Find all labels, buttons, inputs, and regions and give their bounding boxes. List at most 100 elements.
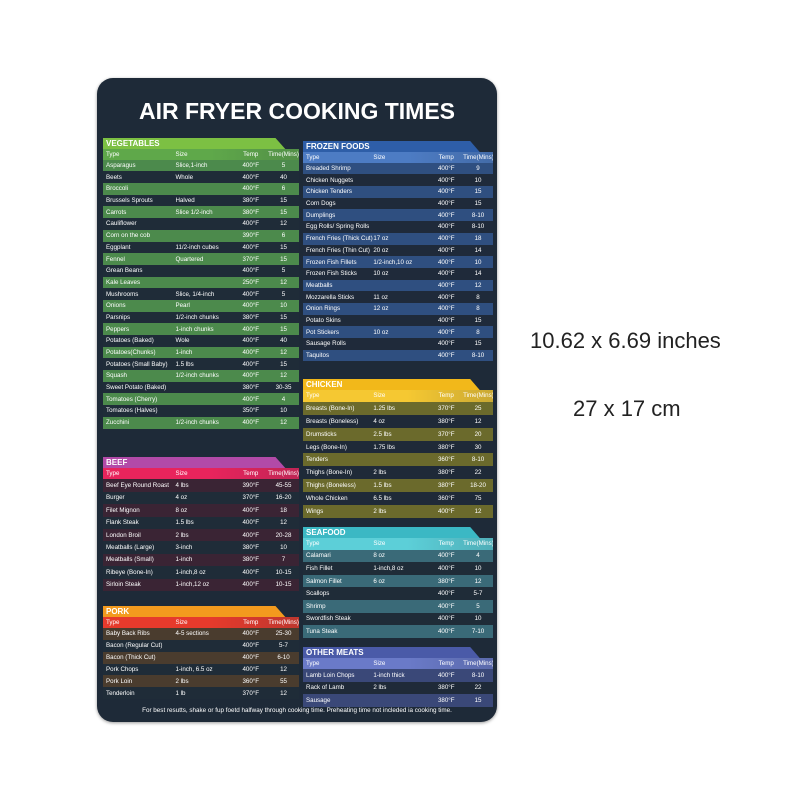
cell: 380°F <box>242 384 260 392</box>
cell: 10 oz <box>373 270 389 278</box>
cell: London Broil <box>106 531 141 539</box>
table-row: Mushrooms Slice, 1/4-inch 400°F 5 <box>103 288 299 300</box>
cell: 400°F <box>242 349 260 357</box>
cell: Shrimp <box>306 602 326 610</box>
cell: 8-10 <box>471 352 485 360</box>
cell: 400°F <box>242 581 260 589</box>
cell: 400°F <box>437 564 455 572</box>
cell: Chicken Tenders <box>306 188 352 196</box>
cell: 25 <box>474 404 482 412</box>
cell: Slice 1/2-inch <box>175 208 213 216</box>
cell: 400°F <box>437 235 455 243</box>
cell: 12 <box>474 417 482 425</box>
table-row: Cauliflower 400°F 12 <box>103 218 299 230</box>
table-row: Shrimp 400°F 5 <box>303 599 493 613</box>
cell: 400°F <box>242 531 260 539</box>
cell: 15 <box>280 325 287 333</box>
cell: Thighs (Bone-In) <box>306 469 353 477</box>
cell: French Fries (Thin Cut) <box>306 246 370 254</box>
section-chicken: CHICKEN Type Size Temp Time(Mins) Breasts (Bo… <box>303 379 493 518</box>
table-row: Fennel Quartered 370°F 15 <box>103 253 299 265</box>
cell: 1-inch thick <box>373 672 405 680</box>
cell: Tenders <box>306 456 329 464</box>
table-row: Fish Fillet 1-inch,8 oz 400°F 10 <box>303 562 493 575</box>
cell: 16-20 <box>275 494 292 502</box>
table-row: Breasts (Bone-In) 1.25 lbs 370°F 25 <box>303 401 493 415</box>
section-vegetables: VEGETABLES Type Size Temp Time(Mins) Asparagu… <box>103 138 299 429</box>
cell: Squash <box>106 372 127 380</box>
cell: 400°F <box>242 419 260 427</box>
cell: 1.75 lbs <box>373 443 395 451</box>
cell: 10 <box>280 407 287 415</box>
cell: 380°F <box>242 556 260 564</box>
column-header: Type <box>306 660 320 668</box>
cell: 14 <box>474 246 482 254</box>
cell: 12 <box>474 577 482 585</box>
cell: 4 oz <box>373 417 386 425</box>
table-row: Flank Steak 1.5 lbs 400°F 12 <box>103 516 299 529</box>
cell: Sweet Potato (Baked) <box>106 384 167 392</box>
cell: 380°F <box>437 417 455 425</box>
cell: 370°F <box>437 430 455 438</box>
cell: 400°F <box>242 666 260 673</box>
cell: Legs (Bone-In) <box>306 443 347 451</box>
cell: Sirloin Steak <box>106 581 141 589</box>
section-title: OTHER MEATS <box>303 647 480 658</box>
cell: 400°F <box>242 220 260 228</box>
cell: 11 oz <box>373 293 388 301</box>
cell: Quartered <box>175 255 204 263</box>
cell: 380°F <box>437 684 455 692</box>
column-header: Temp <box>243 150 259 158</box>
cell: Halved <box>175 197 195 205</box>
table-row: Lamb Loin Chops 1-inch thick 400°F 8-10 <box>303 669 493 682</box>
cell: 390°F <box>242 482 260 490</box>
table-row: Chicken Nuggets 400°F 10 <box>303 174 493 187</box>
cell: 400°F <box>437 281 455 289</box>
cell: Dumplings <box>306 211 336 219</box>
cell: Whole Chicken <box>306 495 348 503</box>
cell: 5 <box>281 267 286 275</box>
cell: 400°F <box>242 519 260 527</box>
cell: 10 <box>474 176 482 184</box>
cell: 1-inch chunks <box>175 325 214 333</box>
cell: 400°F <box>242 360 260 368</box>
cell: 55 <box>280 677 287 685</box>
cell: Onion Rings <box>306 305 341 313</box>
cell: 400°F <box>437 602 455 610</box>
table-row: Taquitos 400°F 8-10 <box>303 349 493 362</box>
column-header: Size <box>373 153 386 161</box>
cell: 380°F <box>242 313 260 321</box>
cell: 1-inch <box>175 349 193 357</box>
table-row: Tenders 360°F 8-10 <box>303 453 493 467</box>
cell: Sausage Rolls <box>306 340 346 348</box>
column-header-row: Type Size Temp Time(Mins) <box>103 468 299 480</box>
cell: 1-inch,12 oz <box>175 581 210 589</box>
cell: 1/2-inch chunks <box>175 372 219 380</box>
table-row: Carrots Slice 1/2-inch 380°F 15 <box>103 206 299 219</box>
cell: 15 <box>474 188 482 196</box>
cell: 400°F <box>242 243 260 251</box>
cell: 360°F <box>242 677 260 685</box>
cell: 18 <box>474 235 482 243</box>
cell: Wings <box>306 507 324 515</box>
cell: 400°F <box>242 325 260 333</box>
cell: 400°F <box>242 630 260 638</box>
cell: 15 <box>280 360 287 368</box>
cell: Ribeye (Bone-In) <box>106 568 153 576</box>
cell: 400°F <box>242 267 260 275</box>
cell: 4 lbs <box>175 482 189 490</box>
cell: 400°F <box>437 672 455 680</box>
section-other-meats: OTHER MEATS Type Size Temp Time(Mins) Lamb Lo… <box>303 647 493 707</box>
cell: Drumsticks <box>306 430 337 438</box>
table-row: Kale Leaves 250°F 12 <box>103 276 299 289</box>
cell: 400°F <box>242 173 260 181</box>
cell: 40 <box>280 173 287 181</box>
cell: 400°F <box>242 302 260 310</box>
cell: 8 oz <box>373 552 386 560</box>
table-row: Potatoes(Chunks) 1-inch 400°F 12 <box>103 346 299 359</box>
cell: 400°F <box>242 372 260 380</box>
cell: 2 lbs <box>373 507 387 515</box>
cell: Onions <box>106 302 126 310</box>
table-row: Bacon (Thick Cut) 400°F 6-10 <box>103 651 299 664</box>
table-row: Tenderloin 1 lb 370°F 12 <box>103 687 299 700</box>
